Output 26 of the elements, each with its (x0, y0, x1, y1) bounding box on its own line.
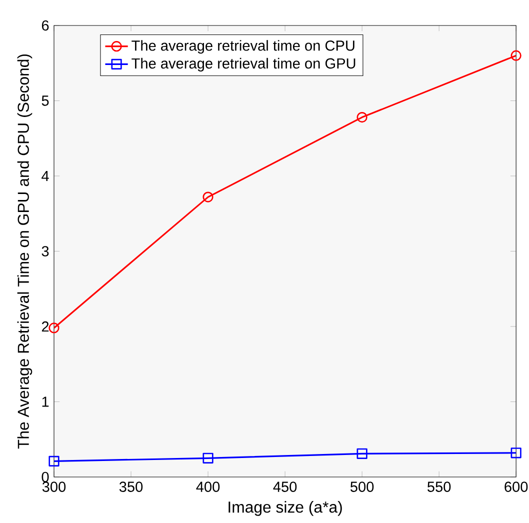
point (356, 448, 368, 459)
point (202, 192, 214, 202)
point (510, 447, 522, 458)
y-axis-title: The Average Retrieval Time on GPU and CPU (Second) (17, 54, 32, 449)
y-tick-label: 4 (42, 170, 49, 181)
point (48, 322, 60, 334)
point (202, 452, 214, 464)
y-tick-label: 3 (42, 246, 49, 256)
point (510, 50, 522, 61)
x-tick-label: 300 (42, 482, 66, 492)
legend-label: The average retrieval time on GPU (132, 58, 356, 72)
point (48, 456, 60, 466)
legend-label: The average retrieval time on CPU (132, 40, 354, 54)
x-tick-label: 450 (273, 482, 297, 492)
point (356, 112, 368, 122)
y-tick-label: 6 (42, 20, 49, 30)
x-tick-label: 400 (196, 482, 220, 492)
x-tick-label: 600 (504, 482, 528, 492)
y-tick-label: 5 (42, 96, 49, 106)
x-tick-label: 550 (428, 482, 451, 492)
x-tick-label: 350 (119, 482, 143, 492)
x-axis-title: Image size (a*a) (228, 500, 342, 516)
y-tick-label: 0 (42, 472, 49, 482)
y-tick-label: 1 (42, 396, 49, 407)
y-tick-label: 2 (42, 321, 49, 332)
x-tick-label: 500 (350, 482, 374, 492)
